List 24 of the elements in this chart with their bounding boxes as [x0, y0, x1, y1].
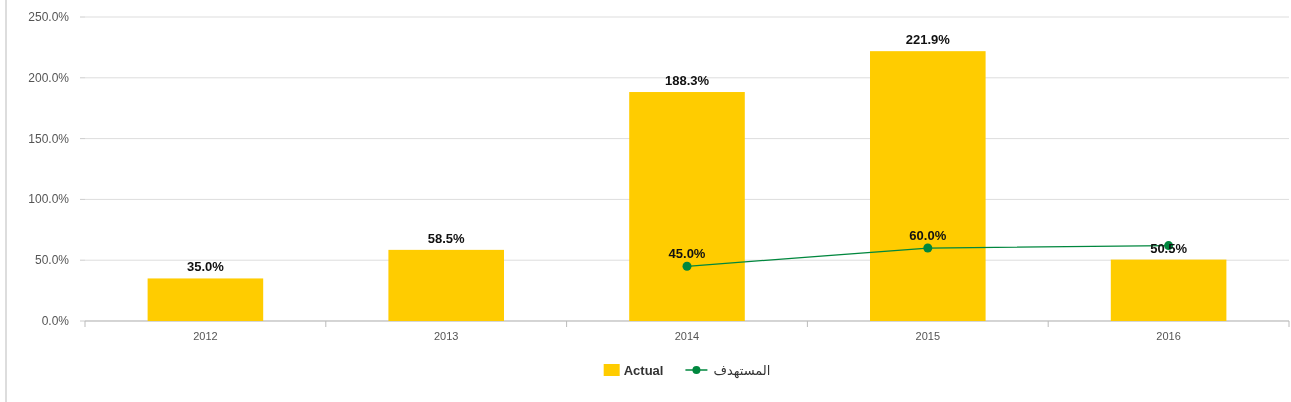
- x-tick-label: 2012: [193, 330, 218, 342]
- bar: [388, 249, 504, 321]
- bar: [1110, 259, 1227, 321]
- y-tick-label: 50.0%: [34, 253, 70, 268]
- data-label: 221.9%: [905, 32, 951, 48]
- data-label: 35.0%: [186, 259, 225, 275]
- legend-label: المستهدف: [713, 363, 771, 379]
- legend-label: Actual: [623, 363, 664, 378]
- y-tick-label: 200.0%: [28, 70, 70, 85]
- y-tick-label: 100.0%: [28, 192, 70, 207]
- data-label: 45.0%: [668, 246, 706, 262]
- bar: [147, 278, 264, 321]
- data-label: 58.5%: [427, 230, 466, 246]
- y-tick-label: 250.0%: [28, 10, 70, 24]
- data-label: 60.0%: [909, 228, 947, 244]
- x-tick-label: 2016: [1156, 330, 1181, 342]
- bar: [870, 51, 986, 321]
- x-tick-label: 2015: [915, 330, 941, 342]
- x-tick-label: 2014: [674, 330, 700, 342]
- data-label: 188.3%: [664, 73, 710, 89]
- y-tick-label: 0.0%: [41, 314, 70, 328]
- x-tick-label: 2013: [433, 330, 459, 342]
- bar: [629, 92, 745, 321]
- y-tick-label: 150.0%: [28, 131, 70, 146]
